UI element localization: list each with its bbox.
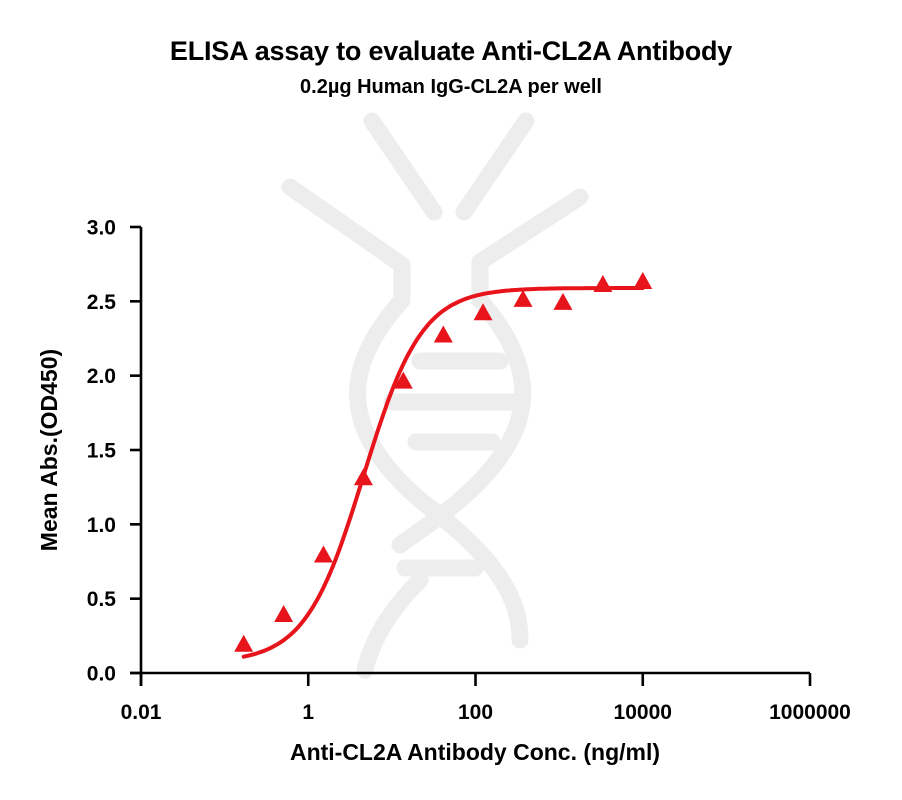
x-tick-label: 1000000: [769, 701, 851, 724]
x-axis-label: Anti-CL2A Antibody Conc. (ng/ml): [290, 739, 660, 765]
y-tick-label: 1.0: [87, 514, 116, 537]
x-tick-label: 1: [302, 701, 314, 724]
y-tick-label: 3.0: [87, 217, 116, 240]
chart-subtitle: 0.2µg Human IgG-CL2A per well: [300, 76, 602, 98]
x-axis-ticks: 0.01 1 100 10000 1000000: [121, 673, 851, 724]
y-axis-label: Mean Abs.(OD450): [36, 349, 62, 551]
data-point-triangle-icon: [393, 371, 413, 389]
data-point-triangle-icon: [593, 274, 613, 292]
y-axis-ticks: 0.0 0.5 1.0 1.5 2.0 2.5 3.0: [87, 217, 141, 686]
y-tick-label: 2.5: [87, 291, 117, 314]
data-point-triangle-icon: [553, 292, 573, 310]
data-point-triangle-icon: [473, 303, 493, 321]
x-tick-label: 10000: [614, 701, 672, 724]
y-tick-label: 2.0: [87, 365, 116, 388]
data-point-triangle-icon: [433, 325, 453, 343]
y-tick-label: 0.0: [87, 663, 116, 686]
x-tick-label: 0.01: [121, 701, 162, 724]
y-tick-label: 0.5: [87, 588, 117, 611]
axes: [130, 227, 810, 686]
y-tick-label: 1.5: [87, 440, 117, 463]
data-point-triangle-icon: [234, 634, 254, 652]
antibody-dna-watermark-icon: [281, 112, 589, 679]
data-point-triangle-icon: [633, 272, 653, 290]
fit-curve: [241, 286, 645, 659]
x-tick-label: 100: [458, 701, 493, 724]
data-point-triangle-icon: [274, 605, 294, 623]
data-point-triangle-icon: [513, 289, 533, 307]
chart-title: ELISA assay to evaluate Anti-CL2A Antibo…: [169, 36, 733, 66]
data-point-triangle-icon: [353, 468, 373, 486]
data-markers: [234, 272, 653, 652]
data-point-triangle-icon: [313, 545, 333, 563]
